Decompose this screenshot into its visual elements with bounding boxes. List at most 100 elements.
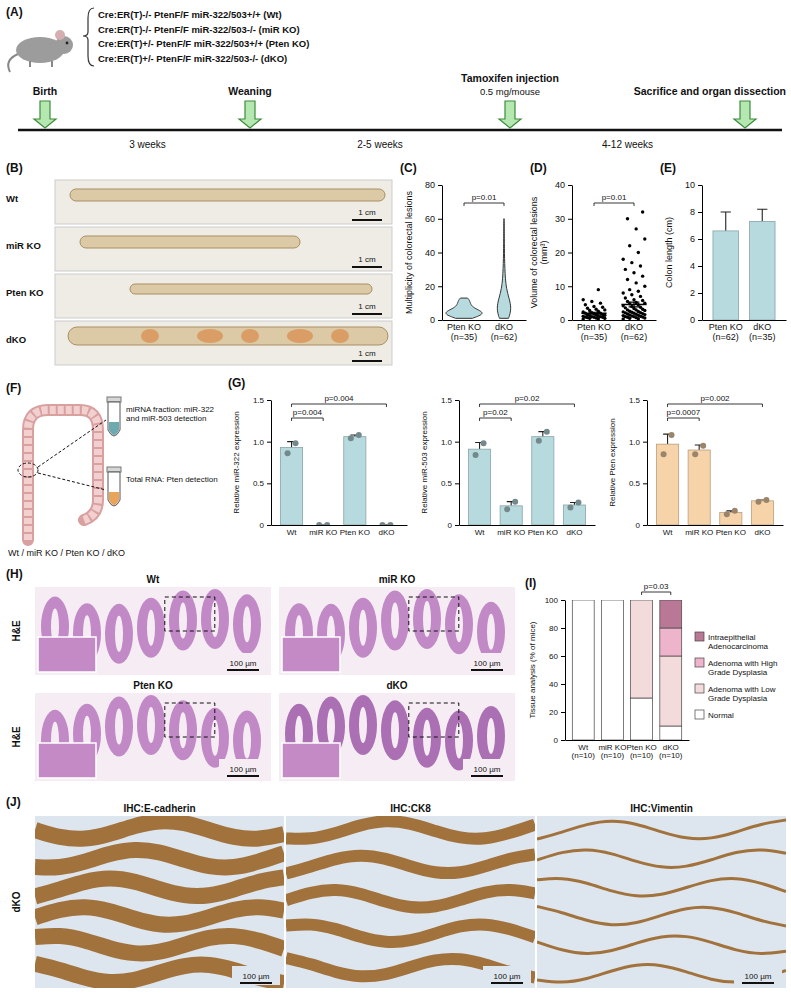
zoom-box	[409, 597, 459, 631]
label-line: dKO	[495, 322, 513, 332]
genotype: Cre:ER(T)+/- PtenF/F miR-322/503-/- (dKO…	[98, 53, 287, 64]
label-line: dKO	[378, 528, 394, 537]
x-axis-line	[573, 320, 657, 321]
tick-mark	[698, 185, 702, 186]
tube-liquid	[109, 422, 119, 435]
label-line: Grade Dysplasia	[708, 694, 768, 703]
bar-segment	[572, 600, 594, 601]
duration: 2-5 weeks	[357, 139, 403, 150]
tick-label: 1.0	[441, 438, 453, 447]
tick-label: Wt	[287, 528, 298, 537]
tick: miR KO	[685, 528, 713, 537]
violin	[446, 298, 482, 318]
tick-label: 0	[636, 521, 641, 530]
photo-frame	[55, 180, 392, 224]
row-label: Wt	[6, 193, 19, 204]
tick-label: 0	[560, 315, 565, 325]
tick: 80	[549, 624, 565, 633]
dot	[634, 281, 637, 284]
significance-bracket	[668, 404, 763, 407]
dot	[544, 429, 550, 435]
axis-title: Relative miR-503 expression	[420, 411, 429, 513]
significance-bracket	[292, 418, 324, 421]
tick-label: Pten KO	[340, 528, 370, 537]
dot	[637, 251, 640, 254]
tick: Pten KO(n=35)	[447, 322, 481, 342]
dose: 0.5 mg/mouse	[480, 86, 540, 97]
label-line: (n=10)	[572, 751, 596, 760]
tick: Pten KO	[716, 528, 746, 537]
lumen	[359, 610, 367, 646]
scale-label: 100 µm	[745, 972, 772, 981]
error-bar	[721, 212, 731, 231]
legend: IntraepithelialAdenocarcinomaAdenoma wit…	[695, 632, 777, 720]
tube-label: miRNA fraction: miR-322and miR-503 detec…	[126, 405, 215, 423]
lumen	[115, 616, 123, 652]
dot	[641, 210, 644, 213]
bar	[563, 505, 585, 525]
tick-label: dKO	[754, 528, 770, 537]
dot	[626, 217, 629, 220]
scale-label: 100 µm	[230, 765, 257, 774]
dot	[622, 310, 625, 313]
tick-mark	[561, 712, 565, 713]
marks	[280, 432, 393, 525]
tick: 0	[448, 521, 459, 530]
legend-label: Adenoma with LowGrade Dysplasia	[708, 685, 776, 703]
dot	[293, 440, 299, 446]
tick-label: 0.5	[441, 479, 453, 488]
tick-label: miR KO(n=10)	[598, 743, 626, 761]
scale-bar	[471, 775, 503, 777]
scale-label: 100 µm	[494, 972, 521, 981]
tick: miR KO	[497, 528, 525, 537]
dot	[481, 440, 487, 446]
bar-segment	[601, 600, 623, 601]
tick: 100	[545, 596, 565, 605]
mouse-icon	[8, 30, 73, 72]
label-line: dKO	[625, 322, 643, 332]
label-ground	[463, 653, 511, 672]
tick-label: Pten KO	[528, 528, 558, 537]
tick: 20	[425, 282, 442, 292]
scale-bar	[491, 982, 523, 984]
lumen	[455, 723, 463, 759]
scale-bar	[227, 669, 259, 671]
p-value: p=0.01	[472, 193, 497, 202]
label-line: miR KO	[497, 528, 525, 537]
tick-label: 1.0	[629, 438, 641, 447]
x-axis-line	[443, 320, 527, 321]
image-title: IHC:CK8	[390, 803, 431, 814]
genotype: Cre:ER(T)-/- PtenF/F miR-322/503+/+ (Wt)	[98, 9, 282, 20]
label-line: (n=62)	[621, 332, 647, 342]
crypt	[233, 594, 261, 654]
scale-bar	[227, 775, 259, 777]
crypt	[349, 598, 377, 658]
tube-cap	[107, 467, 121, 472]
lumen	[487, 614, 495, 650]
bar	[375, 525, 397, 526]
lumen	[147, 707, 155, 743]
panel-label: (J)	[6, 795, 21, 809]
label-line: Intraepithelial	[708, 633, 756, 642]
marks	[446, 219, 511, 319]
tick-label: 0	[554, 736, 559, 745]
tick: 10	[685, 180, 702, 190]
inset	[282, 637, 340, 672]
event: Weaning	[228, 85, 272, 97]
bar-segment	[631, 698, 653, 740]
bar-segment	[601, 600, 623, 601]
micrograph	[35, 693, 271, 781]
tick-label: dKO	[378, 528, 394, 537]
tick-mark	[561, 684, 565, 685]
dot	[473, 452, 479, 458]
stain-label: H&E	[11, 620, 22, 641]
groups-label: Wt / miR KO / Pten KO / dKO	[8, 548, 125, 558]
stain-band	[35, 821, 284, 838]
panel-j: (J)IHC:E-cadherin100 µmIHC:CK8100 µmIHC:…	[6, 795, 786, 988]
tick: 0	[430, 315, 442, 325]
panel-label: (E)	[660, 161, 676, 175]
lumen	[179, 603, 187, 639]
label-line: (n=62)	[491, 332, 517, 342]
inset	[38, 637, 96, 672]
scale-bar	[352, 313, 382, 315]
